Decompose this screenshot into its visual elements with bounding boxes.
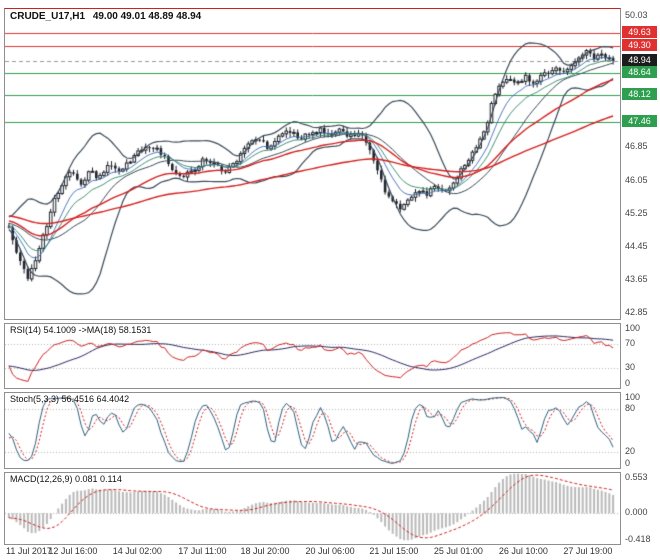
indicator-axis-tick: 30 — [625, 362, 636, 372]
indicator-axis-tick: 0.553 — [625, 472, 648, 482]
stochastic-panel: Stoch(5,3,3) 56.4516 64.4042 — [4, 392, 621, 469]
time-axis-label: 27 Jul 19:00 — [563, 546, 613, 556]
indicator-axis-tick: 100 — [625, 392, 641, 402]
indicator-axis-tick: 0 — [625, 378, 631, 388]
support-level-label[interactable]: 48.12 — [622, 87, 657, 100]
time-axis-label: 11 Jul 2017 — [6, 546, 52, 556]
time-axis-label: 17 Jul 11:00 — [178, 546, 227, 556]
resistance-level-label[interactable]: 49.63 — [622, 25, 657, 38]
indicator-axis-tick: 20 — [625, 445, 636, 456]
time-axis-label: 21 Jul 15:00 — [369, 546, 419, 556]
macd-panel: MACD(12,26,9) 0.081 0.114 — [4, 472, 621, 545]
rsi-canvas[interactable] — [5, 324, 620, 388]
indicator-axis-tick: 0 — [625, 458, 631, 468]
rsi-panel: RSI(14) 54.1009 ->MA(18) 58.1531 — [4, 323, 621, 389]
rsi-readout: RSI(14) 54.1009 ->MA(18) 58.1531 — [10, 325, 152, 335]
time-axis-label: 18 Jul 20:00 — [240, 546, 290, 556]
indicator-axis-tick: -0.418 — [625, 533, 651, 544]
indicator-axis-tick: 80 — [625, 403, 636, 414]
price-panel: CRUDE_U17,H1 49.00 49.01 48.89 48.94 — [4, 8, 621, 320]
indicator-axis-tick: 100 — [625, 323, 641, 333]
ohlc-readout: 49.00 49.01 48.89 48.94 — [92, 11, 202, 22]
time-axis[interactable]: 11 Jul 2017 12 Jul 16:00 14 Jul 02:00 17 Ju… — [0, 546, 660, 560]
price-axis-tick: 44.45 — [625, 240, 648, 251]
price-chart-canvas[interactable] — [5, 9, 620, 319]
price-axis-tick: 46.85 — [625, 141, 648, 152]
time-axis-label: 25 Jul 01:00 — [433, 546, 483, 556]
time-axis-label: 26 Jul 10:00 — [498, 546, 548, 556]
price-axis-tick: 45.25 — [625, 207, 648, 218]
price-axis[interactable]: 50.03 46.85 46.05 45.25 44.45 43.65 42.85 49.63… — [622, 0, 660, 560]
time-axis-label: 20 Jul 06:00 — [305, 546, 355, 556]
macd-readout: MACD(12,26,9) 0.081 0.114 — [10, 474, 122, 484]
price-axis-tick: 43.65 — [625, 273, 648, 284]
resistance-level-label[interactable]: 49.30 — [622, 39, 657, 52]
symbol-timeframe: CRUDE_U17,H1 — [10, 11, 86, 22]
price-axis-tick: 46.05 — [625, 174, 648, 185]
support-level-label[interactable]: 48.64 — [622, 66, 657, 79]
chart-title: CRUDE_U17,H1 49.00 49.01 48.89 48.94 — [10, 11, 206, 22]
time-axis-label: 12 Jul 16:00 — [48, 546, 98, 556]
macd-canvas[interactable] — [5, 473, 620, 544]
price-axis-tick: 50.03 — [625, 10, 648, 21]
stochastic-canvas[interactable] — [5, 393, 620, 468]
stochastic-readout: Stoch(5,3,3) 56.4516 64.4042 — [10, 394, 130, 404]
current-price-label[interactable]: 48.94 — [622, 54, 657, 67]
indicator-axis-tick: 70 — [625, 338, 636, 348]
indicator-axis-tick: 0.000 — [625, 507, 648, 518]
price-axis-tick: 42.85 — [625, 306, 648, 317]
support-level-label[interactable]: 47.46 — [622, 115, 657, 128]
time-axis-label: 14 Jul 02:00 — [112, 546, 162, 556]
